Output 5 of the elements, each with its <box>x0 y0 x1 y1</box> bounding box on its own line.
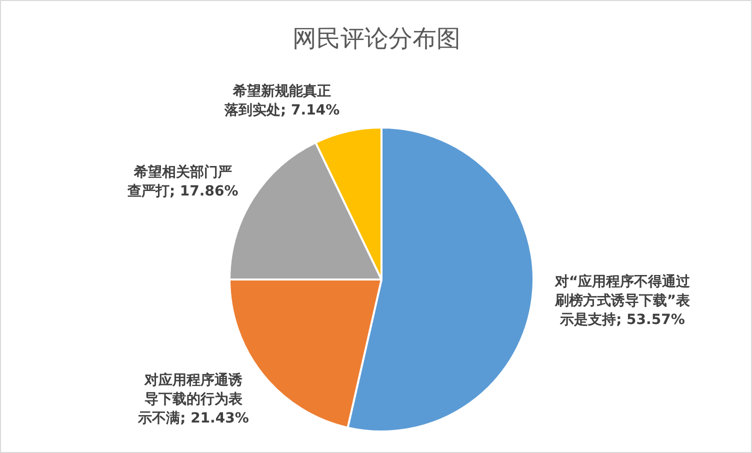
slice-label: 对“应用程序不得通过刷榜方式诱导下载”表示是支持; 53.57% <box>554 273 692 328</box>
slice-label: 对应用程序通诱导下载的行为表示不满; 21.43% <box>137 372 249 427</box>
slice-label: 希望新规能真正落到实处; 7.14% <box>224 82 340 119</box>
slice-label: 希望相关部门严查严打; 17.86% <box>126 164 238 200</box>
chart-title: 网民评论分布图 <box>292 24 460 52</box>
